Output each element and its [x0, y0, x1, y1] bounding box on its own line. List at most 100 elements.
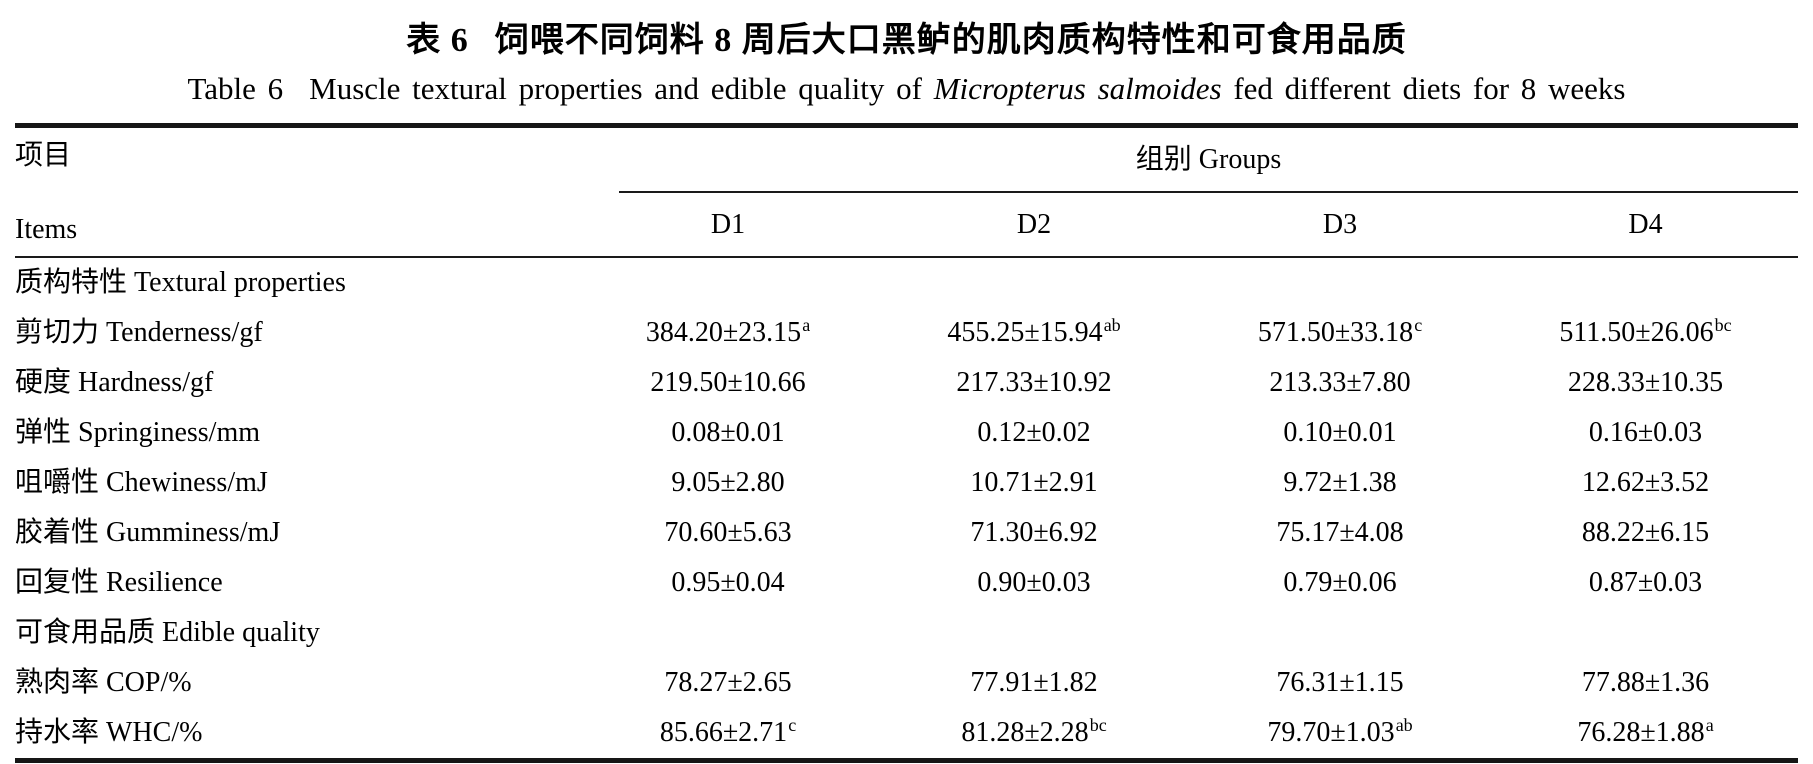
value-text: 10.71±2.91: [970, 467, 1098, 498]
table-body: 质构特性 Textural properties 剪切力 Tenderness/g…: [15, 257, 1798, 761]
value-cell: 78.27±2.65: [575, 658, 881, 708]
value-cell: [881, 608, 1187, 658]
table-row: 持水率 WHC/% 85.66±2.71c 81.28±2.28bc 79.70±1.…: [15, 708, 1798, 761]
value-text: 217.33±10.92: [956, 367, 1112, 398]
column-header-d2: D2: [881, 193, 1187, 258]
value-cell: 571.50±33.18c: [1187, 308, 1493, 358]
value-text: 12.62±3.52: [1581, 467, 1710, 498]
value-cell: 217.33±10.92: [881, 358, 1187, 408]
value-cell: 9.05±2.80: [575, 458, 881, 508]
value-cell: 219.50±10.66: [575, 358, 881, 408]
column-header-d3: D3: [1187, 193, 1493, 258]
value-cell: 76.31±1.15: [1187, 658, 1493, 708]
value-cell: 79.70±1.03ab: [1187, 708, 1493, 761]
table-row: 硬度 Hardness/gf 219.50±10.66 217.33±10.92 21…: [15, 358, 1798, 408]
value-text: 77.88±1.36: [1581, 667, 1710, 698]
section-label: 质构特性 Textural properties: [15, 267, 346, 298]
value-cell: [1187, 608, 1493, 658]
value-cell: 10.71±2.91: [881, 458, 1187, 508]
value-text: 0.16±0.03: [1588, 417, 1703, 448]
table-row: 熟肉率 COP/% 78.27±2.65 77.91±1.82 76.31±1.15 7…: [15, 658, 1798, 708]
value-cell: 0.08±0.01: [575, 408, 881, 458]
title-en-prefix: Muscle textural properties and edible qu…: [309, 71, 934, 106]
significance-superscript: a: [802, 315, 811, 335]
items-header-cell: 项目 Items: [15, 125, 575, 258]
value-text: 228.33±10.35: [1567, 367, 1724, 398]
species-name-italic: Micropterus salmoides: [933, 71, 1222, 106]
value-text: 9.72±1.38: [1283, 467, 1397, 498]
value-cell: 77.88±1.36: [1493, 658, 1798, 708]
value-cell: 511.50±26.06bc: [1493, 308, 1798, 358]
value-cell: 228.33±10.35: [1493, 358, 1798, 408]
value-text: 384.20±23.15: [645, 317, 802, 348]
value-cell: [1493, 608, 1798, 658]
significance-superscript: ab: [1103, 315, 1121, 335]
row-label: 弹性 Springiness/mm: [15, 417, 261, 448]
value-text: 0.95±0.04: [671, 567, 785, 598]
table-number-cn: 表 6: [406, 22, 469, 59]
groups-header-cell: 组别 Groups: [575, 126, 1799, 194]
value-cell: 70.60±5.63: [575, 508, 881, 558]
value-text: 79.70±1.03: [1267, 717, 1395, 748]
items-header-en: Items: [15, 214, 78, 245]
value-text: 81.28±2.28: [961, 717, 1089, 748]
table-row: 可食用品质 Edible quality: [15, 608, 1798, 658]
value-cell: 0.87±0.03: [1493, 558, 1798, 608]
items-header-cn: 项目: [15, 140, 72, 171]
value-cell: [1493, 257, 1798, 308]
groups-header-label: 组别 Groups: [1135, 143, 1282, 175]
table-title-english: Table 6 Muscle textural properties and ed…: [0, 71, 1813, 107]
row-label: 剪切力 Tenderness/gf: [15, 317, 263, 348]
row-label: 熟肉率 COP/%: [15, 667, 192, 698]
row-label: 持水率 WHC/%: [15, 717, 203, 748]
significance-superscript: c: [1414, 315, 1423, 335]
row-label: 胶着性 Gumminess/mJ: [15, 517, 281, 548]
table-row: 剪切力 Tenderness/gf 384.20±23.15a 455.25±15.…: [15, 308, 1798, 358]
value-cell: 0.16±0.03: [1493, 408, 1798, 458]
value-cell: 12.62±3.52: [1493, 458, 1798, 508]
value-cell: 81.28±2.28bc: [881, 708, 1187, 761]
value-cell: 77.91±1.82: [881, 658, 1187, 708]
significance-superscript: ab: [1395, 715, 1413, 735]
value-cell: 0.79±0.06: [1187, 558, 1493, 608]
header-row-groups: 项目 Items 组别 Groups: [15, 125, 1799, 258]
value-cell: [881, 257, 1187, 308]
value-text: 76.31±1.15: [1276, 667, 1404, 698]
significance-superscript: bc: [1714, 315, 1732, 335]
value-text: 77.91±1.82: [970, 667, 1098, 698]
value-cell: 0.10±0.01: [1187, 408, 1493, 458]
value-text: 213.33±7.80: [1269, 367, 1411, 398]
value-text: 0.10±0.01: [1283, 417, 1397, 448]
value-text: 219.50±10.66: [650, 367, 806, 398]
value-cell: 0.90±0.03: [881, 558, 1187, 608]
table-row: 胶着性 Gumminess/mJ 70.60±5.63 71.30±6.92 75.1…: [15, 508, 1798, 558]
value-text: 9.05±2.80: [671, 467, 785, 498]
table-number-en: Table 6: [187, 71, 284, 106]
value-cell: 9.72±1.38: [1187, 458, 1493, 508]
value-text: 0.12±0.02: [977, 417, 1091, 448]
significance-superscript: bc: [1089, 715, 1107, 735]
value-cell: 76.28±1.88a: [1493, 708, 1798, 761]
table-row: 质构特性 Textural properties: [15, 257, 1798, 308]
value-text: 0.87±0.03: [1588, 567, 1703, 598]
value-text: 78.27±2.65: [664, 667, 792, 698]
value-cell: [1187, 257, 1493, 308]
value-cell: 85.66±2.71c: [575, 708, 881, 761]
table-row: 回复性 Resilience 0.95±0.04 0.90±0.03 0.79±0.0…: [15, 558, 1798, 608]
value-cell: 455.25±15.94ab: [881, 308, 1187, 358]
value-text: 0.90±0.03: [977, 567, 1091, 598]
value-text: 571.50±33.18: [1257, 317, 1414, 348]
significance-superscript: a: [1705, 715, 1714, 735]
row-label: 咀嚼性 Chewiness/mJ: [15, 467, 268, 498]
data-table: 项目 Items 组别 Groups D1 D2 D3 D4 质构特性 Text…: [15, 123, 1799, 763]
value-cell: 88.22±6.15: [1493, 508, 1798, 558]
value-cell: 0.95±0.04: [575, 558, 881, 608]
value-cell: 71.30±6.92: [881, 508, 1187, 558]
value-cell: 213.33±7.80: [1187, 358, 1493, 408]
value-cell: 0.12±0.02: [881, 408, 1187, 458]
value-text: 0.08±0.01: [671, 417, 785, 448]
value-text: 455.25±15.94: [947, 317, 1103, 348]
table-row: 弹性 Springiness/mm 0.08±0.01 0.12±0.02 0.10±…: [15, 408, 1798, 458]
column-header-d1: D1: [575, 193, 881, 258]
